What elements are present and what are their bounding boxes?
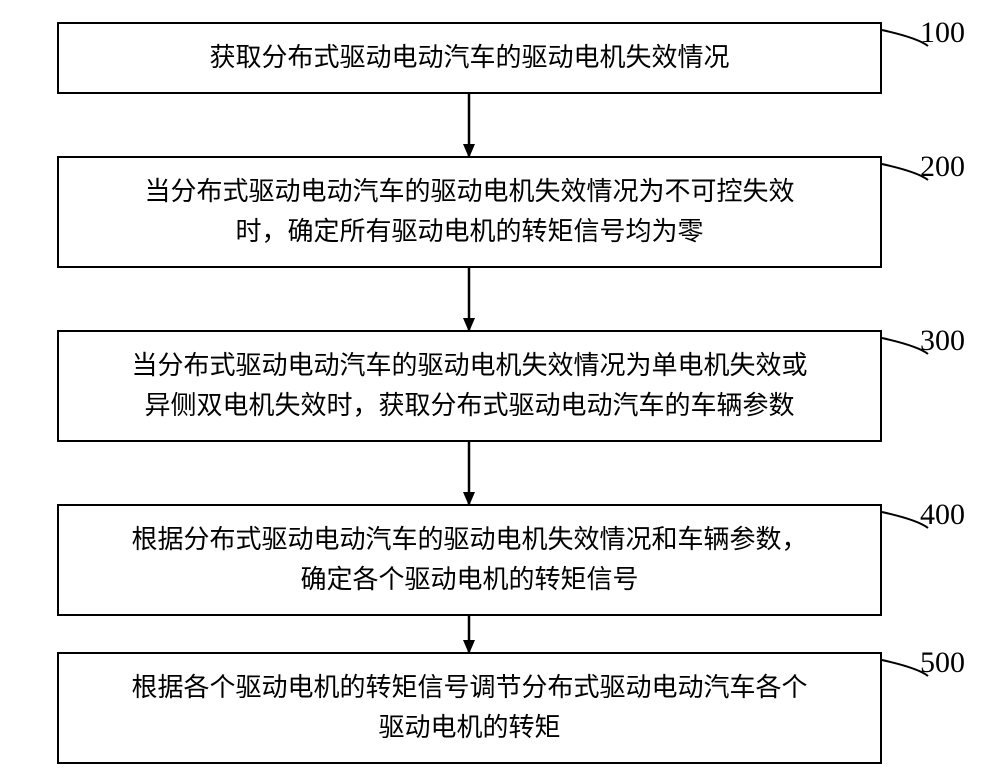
flow-step-label-500: 500	[920, 646, 965, 680]
flow-step-text: 当分布式驱动电动汽车的驱动电机失效情况为单电机失效或 异侧双电机失效时，获取分布…	[131, 346, 807, 427]
flow-step-label-200: 200	[920, 150, 965, 184]
flow-step-400: 根据分布式驱动电动汽车的驱动电机失效情况和车辆参数， 确定各个驱动电机的转矩信号	[57, 504, 882, 616]
flow-step-label-400: 400	[920, 498, 965, 532]
flow-step-text: 获取分布式驱动电动汽车的驱动电机失效情况	[209, 38, 729, 78]
flow-step-200: 当分布式驱动电动汽车的驱动电机失效情况为不可控失效 时，确定所有驱动电机的转矩信…	[57, 156, 882, 268]
flow-step-100: 获取分布式驱动电动汽车的驱动电机失效情况	[57, 22, 882, 94]
flow-step-label-100: 100	[920, 16, 965, 50]
flow-step-text: 根据各个驱动电机的转矩信号调节分布式驱动电动汽车各个 驱动电机的转矩	[131, 668, 807, 749]
flow-step-text: 当分布式驱动电动汽车的驱动电机失效情况为不可控失效 时，确定所有驱动电机的转矩信…	[144, 172, 794, 253]
flow-step-300: 当分布式驱动电动汽车的驱动电机失效情况为单电机失效或 异侧双电机失效时，获取分布…	[57, 330, 882, 442]
flowchart-canvas: 获取分布式驱动电动汽车的驱动电机失效情况 100 当分布式驱动电动汽车的驱动电机失效…	[0, 0, 1000, 772]
flow-step-500: 根据各个驱动电机的转矩信号调节分布式驱动电动汽车各个 驱动电机的转矩	[57, 652, 882, 764]
flow-step-text: 根据分布式驱动电动汽车的驱动电机失效情况和车辆参数， 确定各个驱动电机的转矩信号	[131, 520, 807, 601]
flow-step-label-300: 300	[920, 324, 965, 358]
